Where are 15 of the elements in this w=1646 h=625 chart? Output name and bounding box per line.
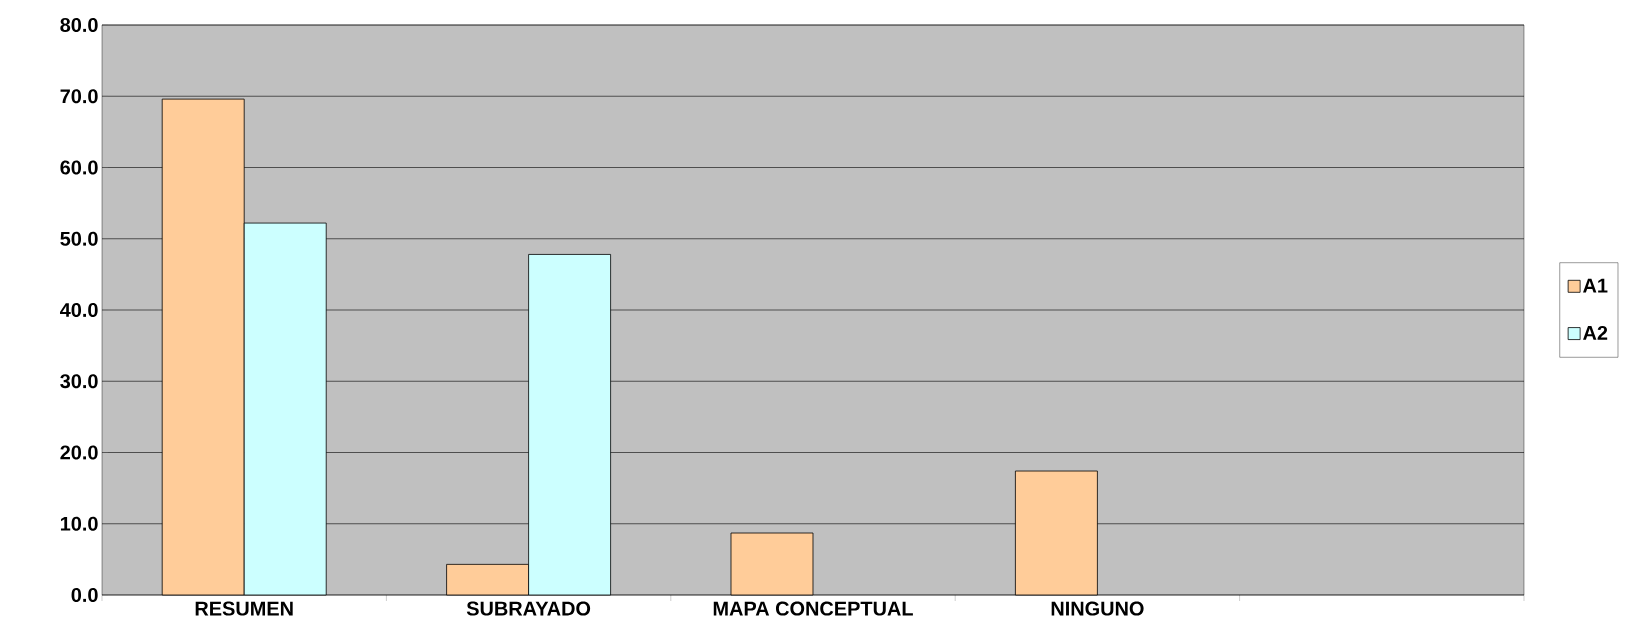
y-tick-label: 10.0	[60, 516, 98, 531]
x-tick-label: MAPA CONCEPTUAL	[713, 601, 913, 616]
x-tick-label: NINGUNO	[1051, 601, 1144, 616]
legend-label: A2	[1583, 325, 1608, 340]
y-tick-label: 80.0	[60, 17, 98, 33]
legend-label: A1	[1583, 278, 1608, 293]
y-tick-label: 20.0	[60, 445, 98, 460]
y-tick-label: 30.0	[60, 374, 98, 389]
y-tick-label: 70.0	[60, 89, 98, 104]
y-tick-label: 0.0	[71, 587, 98, 603]
x-tick-label: SUBRAYADO	[466, 601, 591, 616]
y-tick-label: 40.0	[60, 302, 98, 318]
y-tick-label: 50.0	[60, 231, 98, 246]
x-tick-label: RESUMEN	[195, 601, 293, 616]
y-tick-label: 60.0	[60, 160, 98, 175]
